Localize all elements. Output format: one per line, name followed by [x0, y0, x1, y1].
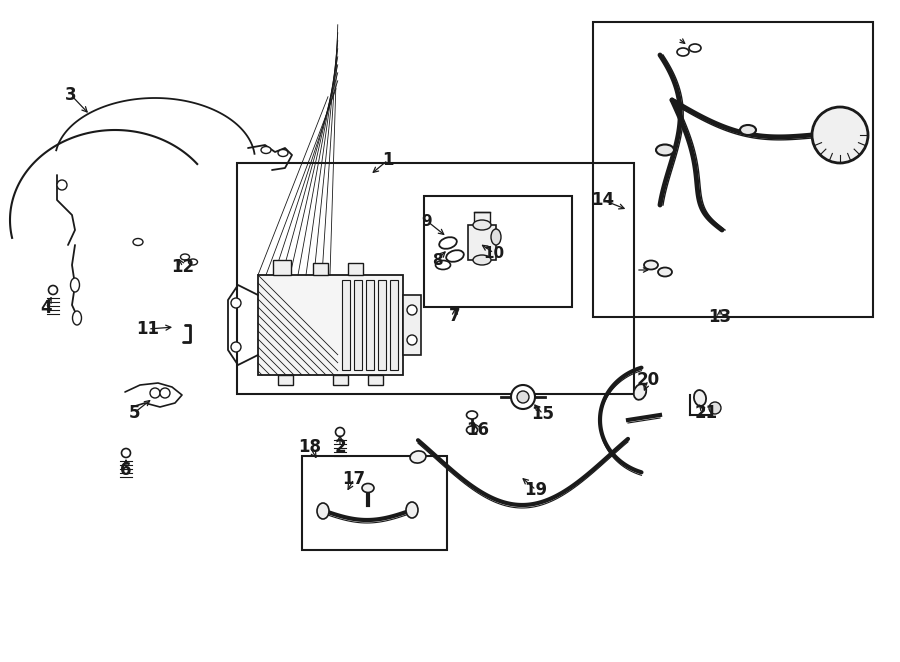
Text: 7: 7 [449, 307, 461, 325]
Text: 11: 11 [137, 320, 159, 338]
Bar [342, 280, 350, 370]
Ellipse shape [473, 220, 491, 230]
Ellipse shape [261, 146, 271, 154]
Circle shape [231, 342, 241, 352]
Circle shape [511, 385, 535, 409]
Text: 1: 1 [382, 151, 394, 169]
Ellipse shape [689, 44, 701, 52]
Bar [366, 280, 374, 370]
Ellipse shape [740, 125, 756, 135]
Ellipse shape [446, 250, 464, 261]
Circle shape [160, 388, 170, 398]
Bar [273, 260, 291, 275]
Ellipse shape [634, 384, 646, 400]
Bar [368, 375, 383, 385]
Text: 17: 17 [342, 470, 365, 488]
Ellipse shape [656, 144, 674, 156]
Ellipse shape [473, 255, 491, 265]
Text: 21: 21 [695, 404, 717, 422]
Bar [237, 163, 634, 394]
Text: 2: 2 [334, 438, 346, 456]
Ellipse shape [73, 311, 82, 325]
Text: 15: 15 [532, 405, 554, 423]
Ellipse shape [658, 267, 672, 277]
Bar [474, 212, 490, 225]
Bar [390, 280, 398, 370]
Text: 16: 16 [466, 421, 490, 439]
Ellipse shape [336, 428, 345, 436]
Circle shape [709, 402, 721, 414]
Ellipse shape [49, 285, 58, 295]
Ellipse shape [70, 278, 79, 292]
Circle shape [57, 180, 67, 190]
Text: 6: 6 [121, 461, 131, 479]
Ellipse shape [677, 48, 689, 56]
Bar [403, 295, 421, 355]
Text: 9: 9 [422, 214, 432, 228]
Ellipse shape [491, 229, 501, 245]
Text: 20: 20 [636, 371, 660, 389]
Ellipse shape [466, 411, 478, 419]
Circle shape [517, 391, 529, 403]
Ellipse shape [439, 237, 457, 249]
Bar [468, 225, 496, 260]
Text: 3: 3 [65, 86, 76, 104]
Ellipse shape [278, 150, 288, 156]
Bar [593, 22, 873, 317]
Ellipse shape [466, 426, 478, 434]
Bar [313, 263, 328, 275]
Text: 10: 10 [483, 246, 505, 261]
Text: 14: 14 [591, 191, 615, 209]
Text: 18: 18 [299, 438, 321, 456]
Circle shape [407, 305, 417, 315]
Circle shape [407, 335, 417, 345]
Bar [378, 280, 386, 370]
Text: 13: 13 [708, 308, 732, 326]
Text: 4: 4 [40, 299, 52, 317]
Ellipse shape [122, 448, 130, 457]
Ellipse shape [436, 261, 451, 269]
Bar [424, 196, 572, 307]
Circle shape [231, 298, 241, 308]
Bar [278, 375, 293, 385]
Ellipse shape [317, 503, 329, 519]
Bar [333, 375, 348, 385]
Bar [354, 280, 362, 370]
Ellipse shape [694, 390, 706, 406]
Text: 8: 8 [432, 252, 442, 267]
Circle shape [150, 388, 160, 398]
Ellipse shape [410, 451, 426, 463]
Ellipse shape [188, 259, 197, 265]
Text: 19: 19 [525, 481, 547, 499]
Ellipse shape [181, 254, 190, 260]
Ellipse shape [644, 261, 658, 269]
Text: 12: 12 [171, 258, 194, 276]
Bar [258, 275, 403, 375]
Ellipse shape [362, 483, 374, 493]
Text: 5: 5 [129, 404, 140, 422]
Bar [302, 456, 447, 550]
Bar [348, 263, 363, 275]
Ellipse shape [133, 238, 143, 246]
Circle shape [812, 107, 868, 163]
Ellipse shape [406, 502, 418, 518]
